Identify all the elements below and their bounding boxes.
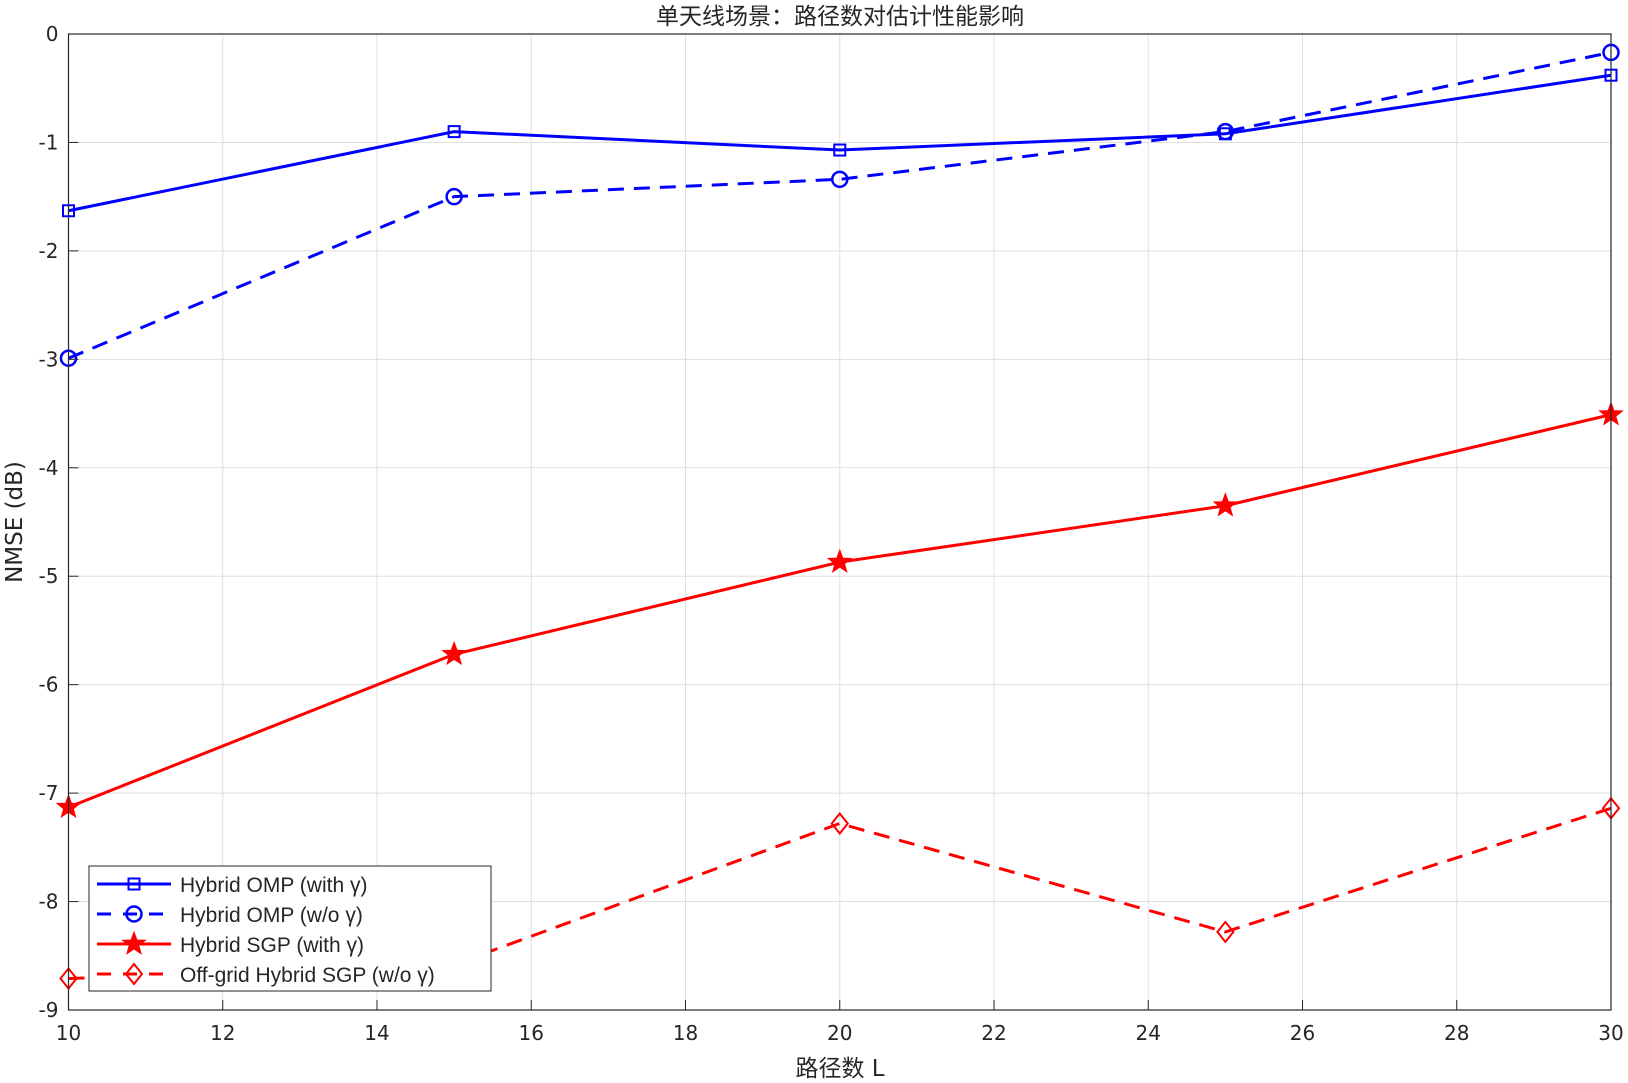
x-tick-label: 12 — [210, 1021, 235, 1045]
x-axis-label: 路径数 L — [795, 1056, 884, 1082]
y-tick-label: -5 — [39, 564, 59, 588]
data-point-circle — [831, 170, 849, 189]
legend-label: Hybrid OMP (w/o γ) — [180, 904, 363, 927]
data-point-square — [833, 143, 847, 157]
legend-item: Hybrid OMP (with γ) — [97, 874, 367, 897]
legend-label: Off-grid Hybrid SGP (w/o γ) — [180, 964, 435, 987]
x-tick-label: 18 — [673, 1021, 698, 1045]
x-tick-label: 20 — [827, 1021, 852, 1045]
legend-box — [88, 865, 492, 992]
data-point-circle — [445, 187, 463, 206]
data-point-star — [826, 548, 853, 573]
y-tick-label: 0 — [46, 22, 59, 46]
data-point-diamond — [1216, 920, 1235, 944]
series-line — [68, 806, 1612, 981]
legend-label: Hybrid SGP (with γ) — [180, 934, 364, 957]
y-axis-label: NMSE (dB) — [2, 461, 28, 583]
legend-item: Off-grid Hybrid SGP (w/o γ) — [97, 962, 435, 987]
x-tick-label: 10 — [56, 1021, 81, 1045]
y-tick-label: -7 — [39, 781, 59, 805]
grid — [68, 33, 1612, 1011]
x-tick-label: 24 — [1136, 1021, 1161, 1045]
data-point-star — [441, 640, 467, 666]
x-tick-label: 16 — [519, 1021, 544, 1045]
data-point-circle — [1216, 122, 1235, 141]
y-tick-label: -8 — [39, 890, 59, 914]
legend-item: Hybrid OMP (w/o γ) — [97, 904, 363, 927]
x-tick-label: 28 — [1444, 1021, 1469, 1045]
legend: Hybrid OMP (with γ) Hybrid OMP (w/o γ) Hyb… — [88, 865, 492, 992]
x-tick-label: 30 — [1598, 1021, 1623, 1045]
y-tick-label: -9 — [39, 998, 59, 1022]
y-tick-label: -2 — [39, 239, 59, 263]
y-tick-label: -4 — [39, 456, 59, 480]
data-point-square — [447, 125, 461, 139]
chart-title: 单天线场景：路径数对估计性能影响 — [656, 4, 1024, 30]
ticks: 10 12 14 16 18 20 22 24 26 28 30 0 -1 -2 -3 -4 -5 -6 -7 -8 -… — [39, 22, 1624, 1045]
data-point-star — [1212, 492, 1239, 517]
x-tick-label: 14 — [364, 1021, 389, 1045]
x-tick-label: 22 — [981, 1021, 1006, 1045]
y-tick-label: -1 — [39, 130, 59, 154]
data-point-diamond — [830, 811, 850, 836]
legend-label: Hybrid OMP (with γ) — [180, 874, 367, 897]
legend-marker-diamond — [124, 962, 144, 986]
y-tick-label: -6 — [39, 673, 59, 697]
y-tick-label: -3 — [39, 347, 59, 371]
legend-marker-square — [127, 877, 141, 891]
legend-item: Hybrid SGP (with γ) — [97, 930, 364, 957]
legend-marker-circle — [125, 905, 143, 923]
legend-marker-star — [121, 930, 147, 955]
series-line — [68, 73, 1612, 213]
x-tick-label: 26 — [1290, 1021, 1315, 1045]
